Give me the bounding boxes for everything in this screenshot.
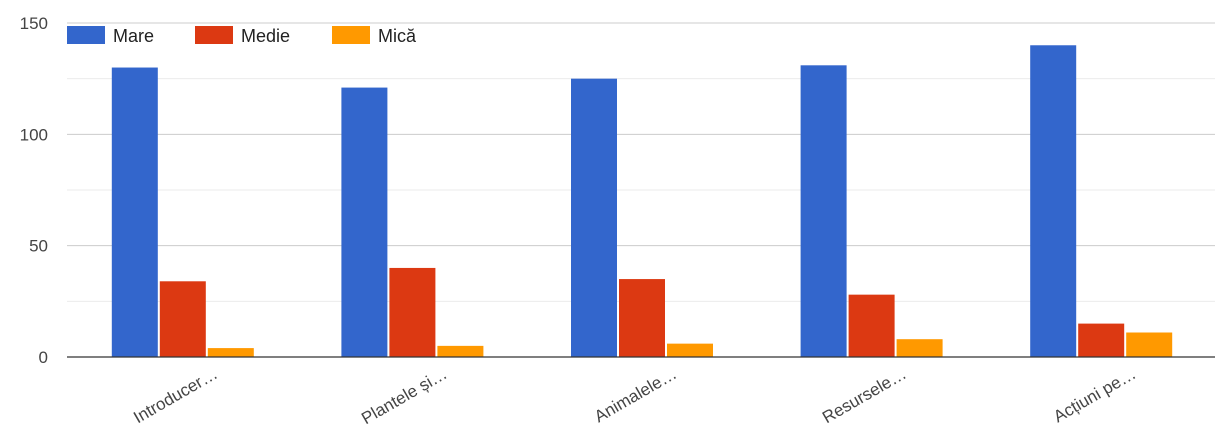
bar-medie[interactable] <box>848 294 895 357</box>
bar-mare[interactable] <box>111 67 158 358</box>
bar-mică[interactable] <box>437 345 484 357</box>
x-tick-label: Plantele și… <box>358 364 450 428</box>
bar-mică[interactable] <box>207 348 254 357</box>
bar-mare[interactable] <box>800 65 847 357</box>
bar-medie[interactable] <box>1078 323 1125 357</box>
x-tick-label: Resursele… <box>819 364 910 427</box>
y-tick-label: 100 <box>20 125 48 144</box>
legend-label: Medie <box>241 26 290 46</box>
x-tick-label: Introducer… <box>130 364 221 427</box>
legend-item-mică[interactable]: Mică <box>332 26 417 46</box>
legend-item-mare[interactable]: Mare <box>67 26 154 46</box>
legend-label: Mare <box>113 26 154 46</box>
legend-swatch <box>332 26 370 44</box>
gridlines <box>67 22 1215 302</box>
bar-medie[interactable] <box>389 267 436 357</box>
bar-mare[interactable] <box>1030 45 1077 358</box>
bar-medie[interactable] <box>619 279 665 357</box>
x-tick-label: Acțiuni pe… <box>1050 364 1139 426</box>
bar-mare[interactable] <box>341 87 388 357</box>
legend-swatch <box>195 26 233 44</box>
x-axis-ticks: Introducer… Plantele și… Animalele… Resurse… <box>130 364 1139 428</box>
x-tick-label: Animalele… <box>591 364 680 426</box>
bar-mică[interactable] <box>1126 332 1173 357</box>
y-tick-label: 0 <box>39 348 48 367</box>
bar-mare[interactable] <box>571 78 617 358</box>
legend-item-medie[interactable]: Medie <box>195 26 290 46</box>
y-axis-ticks: 0 50 100 150 <box>20 14 48 367</box>
legend-swatch <box>67 26 105 44</box>
bars <box>111 45 1173 358</box>
bar-mică[interactable] <box>896 339 943 357</box>
legend[interactable]: Mare Medie Mică <box>67 26 417 46</box>
legend-label: Mică <box>378 26 417 46</box>
y-tick-label: 150 <box>20 14 48 33</box>
bar-medie[interactable] <box>159 281 206 357</box>
y-tick-label: 50 <box>29 237 48 256</box>
bar-mică[interactable] <box>667 343 713 357</box>
